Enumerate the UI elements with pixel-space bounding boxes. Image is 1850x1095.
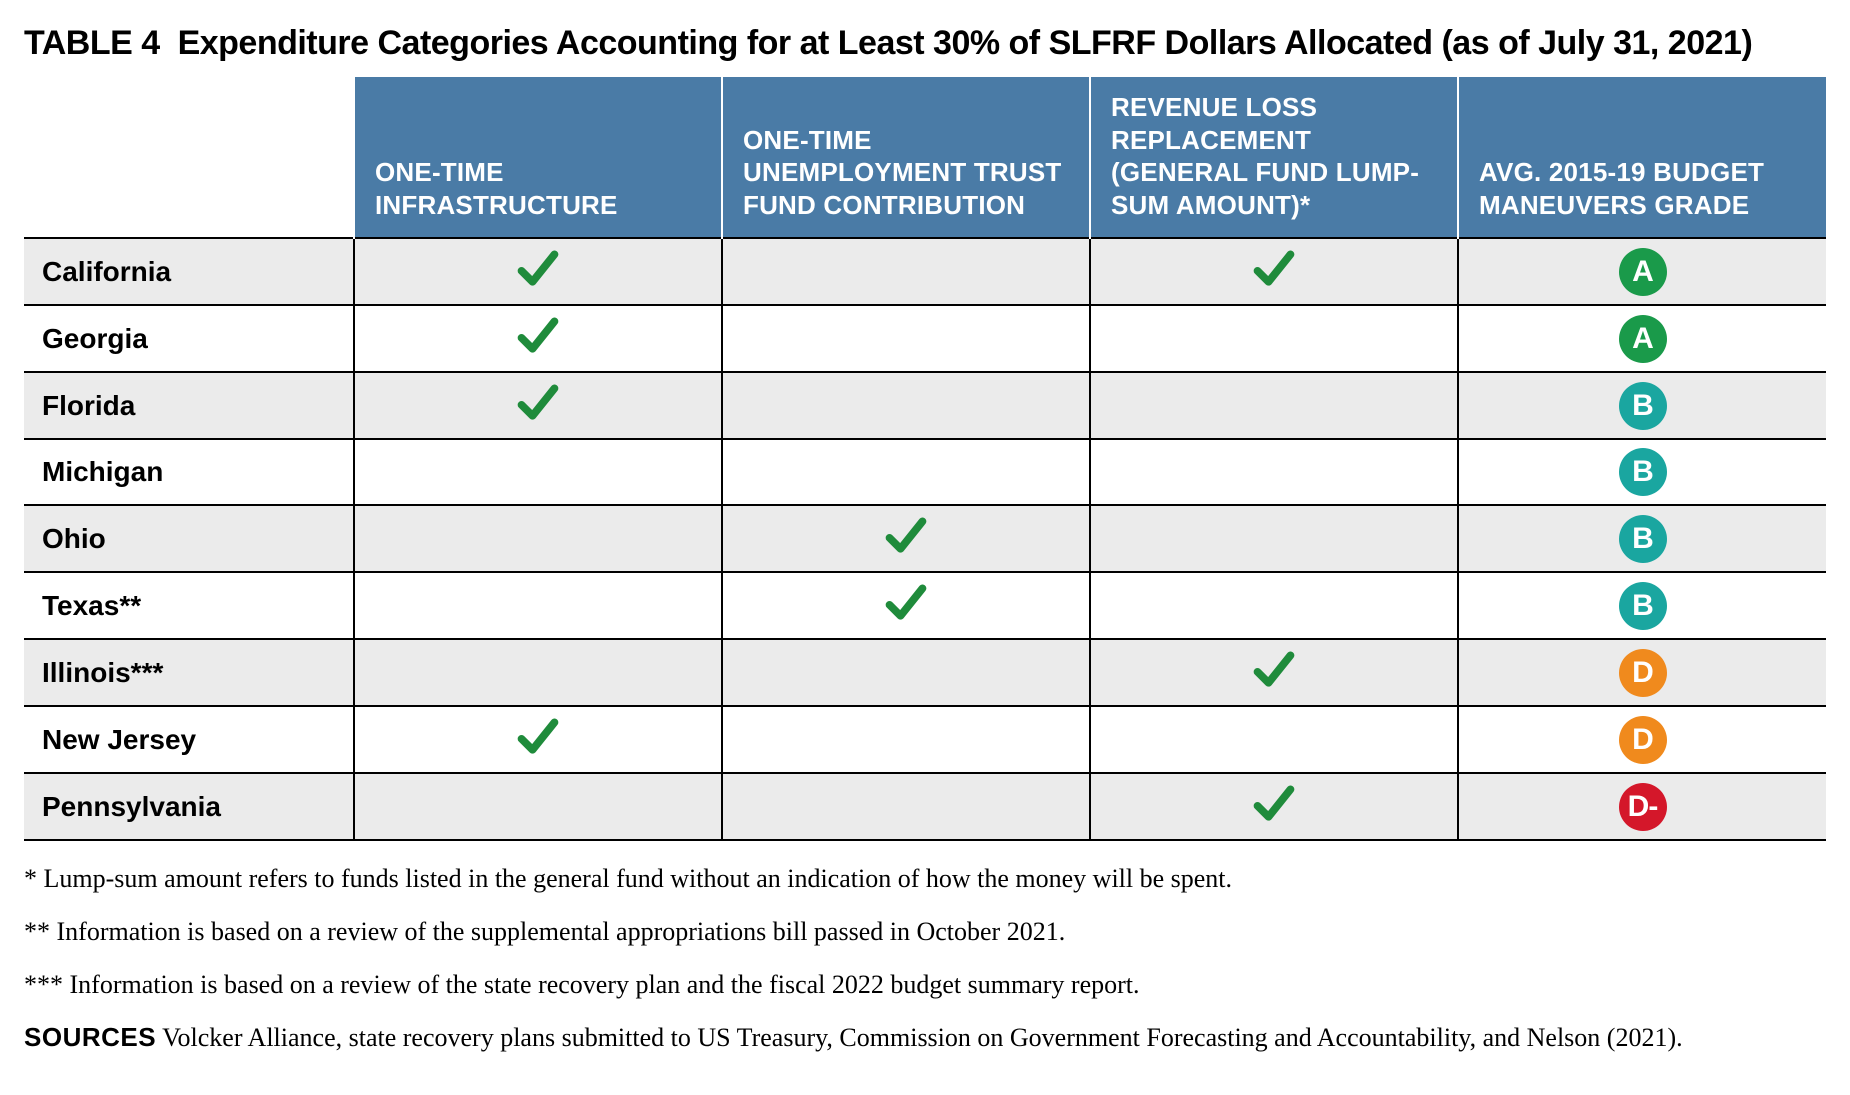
check-cell bbox=[722, 639, 1090, 706]
check-cell bbox=[354, 439, 722, 505]
grade-badge: B bbox=[1619, 448, 1667, 496]
check-cell bbox=[722, 505, 1090, 572]
col-infrastructure: ONE-TIME INFRASTRUCTURE bbox=[354, 77, 722, 238]
grade-cell: A bbox=[1458, 238, 1826, 305]
check-cell bbox=[722, 773, 1090, 840]
grade-badge: D- bbox=[1619, 783, 1667, 831]
col-revenue-loss: REVENUE LOSS REPLACEMENT (GENERAL FUND L… bbox=[1090, 77, 1458, 238]
table-title: TABLE 4 Expenditure Categories Accountin… bbox=[24, 24, 1826, 63]
check-cell bbox=[1090, 505, 1458, 572]
check-icon bbox=[516, 314, 560, 358]
check-icon bbox=[1252, 247, 1296, 291]
check-cell bbox=[722, 439, 1090, 505]
table-row: New Jersey D bbox=[24, 706, 1826, 773]
check-cell bbox=[354, 773, 722, 840]
grade-cell: A bbox=[1458, 305, 1826, 372]
header-row: ONE-TIME INFRASTRUCTURE ONE-TIME UNEMPLO… bbox=[24, 77, 1826, 238]
footnote: *** Information is based on a review of … bbox=[24, 965, 1826, 1004]
grade-badge: B bbox=[1619, 382, 1667, 430]
grade-badge: B bbox=[1619, 515, 1667, 563]
grade-badge: D bbox=[1619, 649, 1667, 697]
check-cell bbox=[1090, 572, 1458, 639]
header-spacer bbox=[24, 77, 354, 238]
check-icon bbox=[1252, 782, 1296, 826]
check-cell bbox=[722, 572, 1090, 639]
grade-cell: B bbox=[1458, 439, 1826, 505]
table-row: Illinois*** D bbox=[24, 639, 1826, 706]
row-label: Ohio bbox=[24, 505, 354, 572]
check-cell bbox=[354, 505, 722, 572]
check-cell bbox=[722, 305, 1090, 372]
grade-badge: D bbox=[1619, 716, 1667, 764]
check-icon bbox=[516, 381, 560, 425]
footnote: ** Information is based on a review of t… bbox=[24, 912, 1826, 951]
col-grade: AVG. 2015-19 BUDGET MANEUVERS GRADE bbox=[1458, 77, 1826, 238]
table-row: Pennsylvania D- bbox=[24, 773, 1826, 840]
check-cell bbox=[1090, 773, 1458, 840]
footnote-text: Information is based on a review of the … bbox=[57, 917, 1066, 946]
row-label: Pennsylvania bbox=[24, 773, 354, 840]
grade-cell: B bbox=[1458, 372, 1826, 439]
check-cell bbox=[722, 238, 1090, 305]
grade-cell: B bbox=[1458, 505, 1826, 572]
grade-cell: B bbox=[1458, 572, 1826, 639]
row-label: Illinois*** bbox=[24, 639, 354, 706]
row-label: Florida bbox=[24, 372, 354, 439]
grade-badge: B bbox=[1619, 582, 1667, 630]
row-label: Michigan bbox=[24, 439, 354, 505]
row-label: Texas** bbox=[24, 572, 354, 639]
footnote-text: Information is based on a review of the … bbox=[70, 970, 1140, 999]
check-cell bbox=[354, 706, 722, 773]
grade-badge: A bbox=[1619, 315, 1667, 363]
grade-cell: D- bbox=[1458, 773, 1826, 840]
check-cell bbox=[354, 305, 722, 372]
sources-text: Volcker Alliance, state recovery plans s… bbox=[162, 1023, 1683, 1052]
col-unemployment: ONE-TIME UNEMPLOYMENT TRUST FUND CONTRIB… bbox=[722, 77, 1090, 238]
expenditure-table: ONE-TIME INFRASTRUCTURE ONE-TIME UNEMPLO… bbox=[24, 77, 1826, 841]
sources: SOURCES Volcker Alliance, state recovery… bbox=[24, 1018, 1826, 1057]
table-row: Michigan B bbox=[24, 439, 1826, 505]
table-row: California A bbox=[24, 238, 1826, 305]
footnote: * Lump-sum amount refers to funds listed… bbox=[24, 859, 1826, 898]
check-icon bbox=[516, 247, 560, 291]
check-cell bbox=[722, 706, 1090, 773]
row-label: Georgia bbox=[24, 305, 354, 372]
footnote-text: Lump-sum amount refers to funds listed i… bbox=[44, 864, 1233, 893]
check-cell bbox=[1090, 439, 1458, 505]
footnote-mark: *** bbox=[24, 970, 63, 999]
table-row: Florida B bbox=[24, 372, 1826, 439]
table-number: TABLE 4 bbox=[24, 24, 160, 62]
check-cell bbox=[1090, 305, 1458, 372]
check-cell bbox=[354, 639, 722, 706]
row-label: California bbox=[24, 238, 354, 305]
check-icon bbox=[516, 715, 560, 759]
grade-badge: A bbox=[1619, 248, 1667, 296]
check-cell bbox=[1090, 639, 1458, 706]
check-cell bbox=[354, 572, 722, 639]
check-icon bbox=[884, 581, 928, 625]
table-row: Ohio B bbox=[24, 505, 1826, 572]
check-icon bbox=[1252, 648, 1296, 692]
check-icon bbox=[884, 514, 928, 558]
check-cell bbox=[1090, 706, 1458, 773]
check-cell bbox=[354, 372, 722, 439]
sources-label: SOURCES bbox=[24, 1022, 156, 1052]
table-row: Texas** B bbox=[24, 572, 1826, 639]
footnote-mark: ** bbox=[24, 917, 50, 946]
table-title-text: Expenditure Categories Accounting for at… bbox=[178, 24, 1753, 62]
table-row: Georgia A bbox=[24, 305, 1826, 372]
check-cell bbox=[1090, 372, 1458, 439]
footnote-mark: * bbox=[24, 864, 37, 893]
grade-cell: D bbox=[1458, 639, 1826, 706]
footnotes: * Lump-sum amount refers to funds listed… bbox=[24, 859, 1826, 1057]
check-cell bbox=[722, 372, 1090, 439]
row-label: New Jersey bbox=[24, 706, 354, 773]
check-cell bbox=[354, 238, 722, 305]
grade-cell: D bbox=[1458, 706, 1826, 773]
check-cell bbox=[1090, 238, 1458, 305]
